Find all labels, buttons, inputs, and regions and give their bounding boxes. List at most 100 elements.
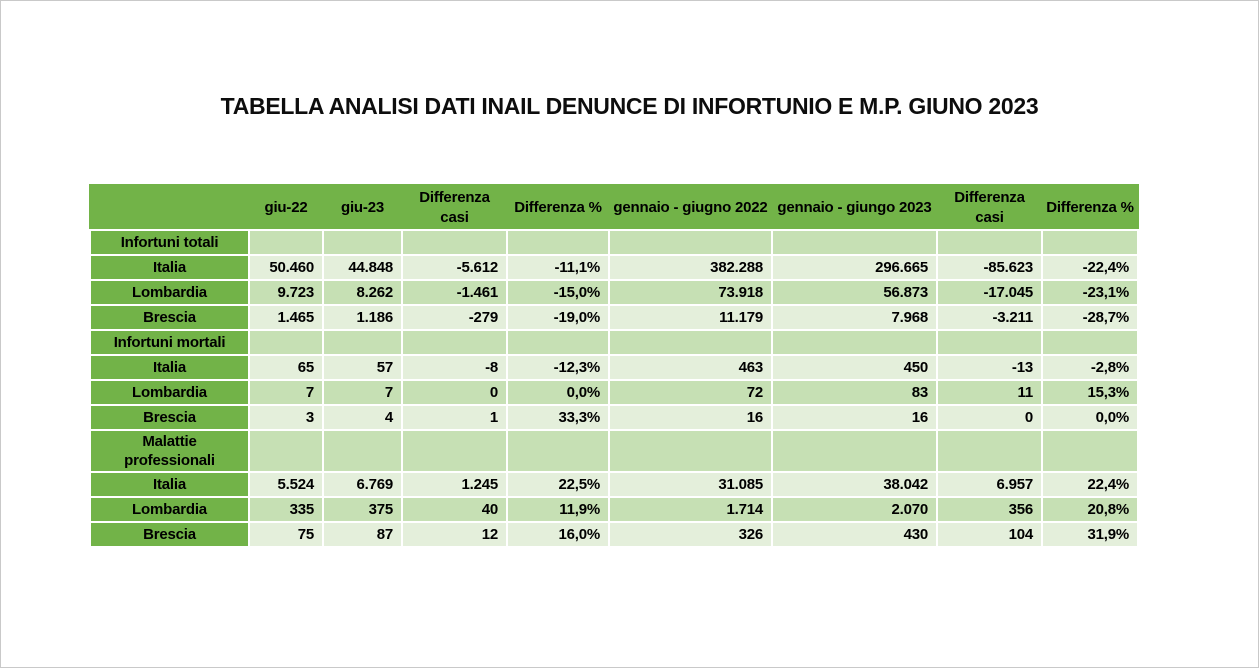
data-cell: 56.873 <box>771 279 938 306</box>
data-cell: 1.465 <box>248 304 324 331</box>
data-cell: 326 <box>608 521 773 549</box>
corner-header-cell <box>89 184 250 231</box>
data-cell: 50.460 <box>248 254 324 281</box>
data-cell: -19,0% <box>506 304 610 331</box>
empty-cell <box>608 428 773 474</box>
data-cell: 40 <box>401 496 508 524</box>
data-cell: 16,0% <box>506 521 610 549</box>
data-cell: -12,3% <box>506 354 610 381</box>
empty-cell <box>771 329 938 356</box>
data-cell: 33,3% <box>506 404 610 431</box>
empty-cell <box>401 229 508 256</box>
data-cell: -13 <box>936 354 1043 381</box>
row-label: Italia <box>89 254 250 281</box>
inail-data-table: giu-22 giu-23 Differenza casi Differenza % g… <box>89 184 1139 549</box>
section-row: Malattie professionali <box>89 428 1139 474</box>
data-cell: 7 <box>322 379 403 406</box>
empty-cell <box>1041 329 1139 356</box>
data-cell: 335 <box>248 496 324 524</box>
data-cell: 72 <box>608 379 773 406</box>
empty-cell <box>506 229 610 256</box>
data-cell: 0,0% <box>506 379 610 406</box>
section-label: Infortuni mortali <box>89 329 250 356</box>
table-row: Italia 5.524 6.769 1.245 22,5% 31.085 38.042 6.… <box>89 471 1139 499</box>
empty-cell <box>248 329 324 356</box>
data-cell: 4 <box>322 404 403 431</box>
empty-cell <box>401 428 508 474</box>
empty-cell <box>1041 229 1139 256</box>
data-cell: 11 <box>936 379 1043 406</box>
data-cell: -17.045 <box>936 279 1043 306</box>
row-label: Lombardia <box>89 279 250 306</box>
data-cell: 38.042 <box>771 471 938 499</box>
data-cell: 8.262 <box>322 279 403 306</box>
table-row: Brescia 1.465 1.186 -279 -19,0% 11.179 7.968 -3… <box>89 304 1139 331</box>
data-cell: 16 <box>771 404 938 431</box>
data-cell: 296.665 <box>771 254 938 281</box>
column-header: giu-22 <box>248 184 324 231</box>
data-cell: 65 <box>248 354 324 381</box>
data-cell: 73.918 <box>608 279 773 306</box>
data-cell: 382.288 <box>608 254 773 281</box>
data-cell: 7.968 <box>771 304 938 331</box>
column-header: gennaio - giungo 2023 <box>771 184 938 231</box>
page-title: TABELLA ANALISI DATI INAIL DENUNCE DI IN… <box>220 93 1039 119</box>
data-cell: -11,1% <box>506 254 610 281</box>
empty-cell <box>608 229 773 256</box>
empty-cell <box>936 229 1043 256</box>
data-cell: 1.245 <box>401 471 508 499</box>
data-cell: 20,8% <box>1041 496 1139 524</box>
data-cell: 12 <box>401 521 508 549</box>
data-cell: 463 <box>608 354 773 381</box>
header-row: giu-22 giu-23 Differenza casi Differenza % g… <box>89 184 1139 231</box>
data-cell: -8 <box>401 354 508 381</box>
empty-cell <box>322 428 403 474</box>
column-header: Differenza casi <box>936 184 1043 231</box>
table-body: Infortuni totali Italia 50.460 44.848 -5.612… <box>89 229 1139 549</box>
section-row: Infortuni mortali <box>89 329 1139 356</box>
data-cell: 356 <box>936 496 1043 524</box>
column-header: Differenza % <box>1041 184 1139 231</box>
data-cell: 1.714 <box>608 496 773 524</box>
data-cell: 9.723 <box>248 279 324 306</box>
data-cell: 7 <box>248 379 324 406</box>
empty-cell <box>936 329 1043 356</box>
data-cell: -2,8% <box>1041 354 1139 381</box>
data-cell: 450 <box>771 354 938 381</box>
data-cell: 16 <box>608 404 773 431</box>
empty-cell <box>248 428 324 474</box>
data-cell: -5.612 <box>401 254 508 281</box>
data-cell: 104 <box>936 521 1043 549</box>
column-header: giu-23 <box>322 184 403 231</box>
data-cell: 0 <box>401 379 508 406</box>
data-cell: 44.848 <box>322 254 403 281</box>
empty-cell <box>506 329 610 356</box>
section-label: Infortuni totali <box>89 229 250 256</box>
row-label: Lombardia <box>89 496 250 524</box>
empty-cell <box>1041 428 1139 474</box>
row-label: Italia <box>89 354 250 381</box>
data-cell: 0 <box>936 404 1043 431</box>
data-cell: -15,0% <box>506 279 610 306</box>
empty-cell <box>322 329 403 356</box>
table-row: Lombardia 7 7 0 0,0% 72 83 11 15,3% <box>89 379 1139 406</box>
row-label: Lombardia <box>89 379 250 406</box>
section-label: Malattie professionali <box>89 428 250 474</box>
data-cell: 83 <box>771 379 938 406</box>
table-header: giu-22 giu-23 Differenza casi Differenza % g… <box>89 184 1139 231</box>
empty-cell <box>608 329 773 356</box>
data-cell: -1.461 <box>401 279 508 306</box>
row-label: Brescia <box>89 404 250 431</box>
table-row: Italia 50.460 44.848 -5.612 -11,1% 382.288 296… <box>89 254 1139 281</box>
data-cell: -3.211 <box>936 304 1043 331</box>
data-cell: 22,4% <box>1041 471 1139 499</box>
section-row: Infortuni totali <box>89 229 1139 256</box>
data-cell: -85.623 <box>936 254 1043 281</box>
data-cell: 6.769 <box>322 471 403 499</box>
data-cell: 2.070 <box>771 496 938 524</box>
data-cell: 3 <box>248 404 324 431</box>
table-row: Italia 65 57 -8 -12,3% 463 450 -13 -2,8% <box>89 354 1139 381</box>
data-cell: 31.085 <box>608 471 773 499</box>
data-cell: 0,0% <box>1041 404 1139 431</box>
data-cell: -22,4% <box>1041 254 1139 281</box>
